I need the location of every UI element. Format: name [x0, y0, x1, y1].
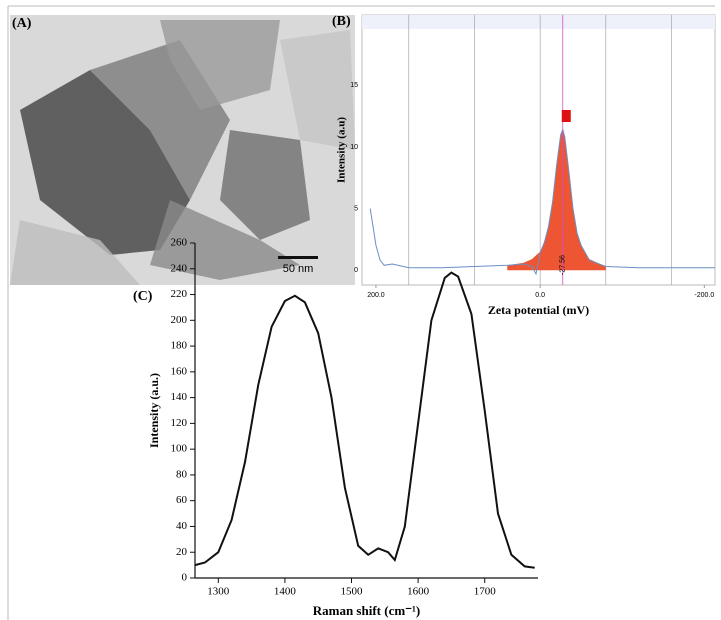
x-tick-label: 1500: [341, 586, 364, 598]
line: [369, 128, 715, 276]
line: [194, 271, 535, 569]
panel-label: (B): [332, 14, 351, 29]
y-axis-label: Intensity (a.u): [336, 117, 348, 183]
y-tick-label: 220: [171, 288, 188, 300]
x-tick-label: 1300: [207, 586, 230, 598]
y-tick-label: 0: [354, 267, 358, 274]
y-tick-label: 5: [354, 205, 358, 212]
y-tick-label: 40: [176, 520, 188, 532]
x-tick-label: 0.0: [535, 292, 545, 299]
y-tick-label: 140: [171, 391, 188, 403]
tem-image: [10, 15, 355, 285]
y-tick-label: 15: [350, 82, 358, 89]
plot-area: [361, 14, 716, 286]
y-tick-label: 10: [350, 144, 358, 151]
x-tick-label: 1400: [274, 586, 297, 598]
peak-marker: [561, 110, 571, 122]
y-tick-label: 260: [171, 237, 188, 249]
top-band: [362, 15, 715, 29]
y-tick-label: 120: [171, 417, 188, 429]
y-tick-label: 180: [171, 340, 188, 352]
y-tick-label: 20: [176, 546, 188, 558]
panel-label: (C): [133, 289, 153, 304]
y-tick-label: 160: [171, 365, 188, 377]
x-tick-label: 1700: [474, 586, 497, 598]
area: [507, 129, 606, 271]
y-tick-label: 60: [176, 494, 188, 506]
y-axis-label: Intensity (a.u.): [147, 373, 161, 448]
annotation-label: -27.56: [560, 255, 567, 275]
y-tick-label: 80: [176, 468, 188, 480]
x-tick-label: -200.0: [694, 292, 714, 299]
y-tick-label: 100: [171, 443, 188, 455]
y-tick-label: 0: [182, 572, 188, 584]
y-tick-label: 240: [171, 262, 188, 274]
scale-bar-label: 50 nm: [283, 263, 314, 275]
x-axis-label: Raman shift (cm⁻¹): [313, 603, 421, 618]
panel-label: (A): [12, 16, 32, 31]
y-tick-label: 200: [171, 314, 188, 326]
x-axis-label: Zeta potential (mV): [488, 303, 589, 317]
x-tick-label: 1600: [407, 586, 430, 598]
x-tick-label: 200.0: [367, 292, 385, 299]
